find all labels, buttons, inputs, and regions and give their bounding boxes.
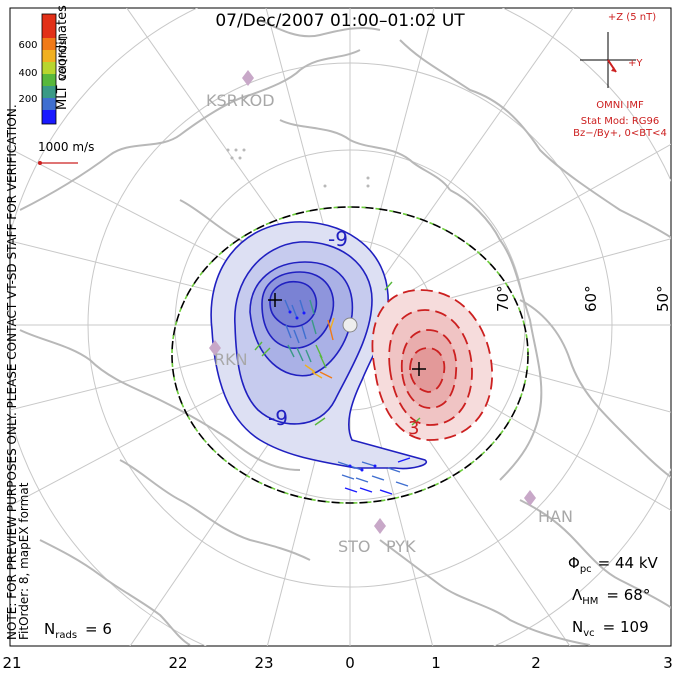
- colorbar-swatch: [42, 74, 56, 86]
- coastlines: [19, 19, 671, 646]
- fit-order-note: FitOrder: 8, mapEX format: [17, 482, 31, 640]
- phi-pc-subscript: pc: [580, 564, 592, 575]
- radar-sites: [209, 70, 536, 534]
- imf-clock: +Z (5 nT) +Y OMNI IMF Stat Mod: RG96 Bz−…: [573, 12, 667, 139]
- nvc-symbol: N: [572, 618, 583, 636]
- mlt-label-0: 0: [345, 654, 355, 672]
- station-sto: STO: [338, 537, 371, 556]
- mlt-label-2: 2: [531, 654, 541, 672]
- colorbar-swatch: [42, 14, 56, 38]
- svg-text:ΛHM= 68°: ΛHM = 68°: [572, 586, 650, 607]
- station-ksr: KSR: [206, 91, 238, 110]
- reference-vector: 1000 m/s: [38, 140, 94, 165]
- lambda-hm-subscript: HM: [582, 596, 598, 607]
- colorbar-tick-400: 400: [18, 68, 37, 79]
- colorbar-swatch: [42, 62, 56, 74]
- nrads-value: = 6: [85, 620, 112, 638]
- reference-vector-label: 1000 m/s: [38, 140, 94, 154]
- station-han: HAN: [538, 507, 573, 526]
- nvc-value: = 109: [603, 618, 649, 636]
- coords-label: MLT coordinates: [55, 5, 70, 110]
- imf-z-label: +Z (5 nT): [608, 12, 656, 23]
- svg-text:Nvc= 109: Nvc = 109: [572, 618, 649, 639]
- plot-title: 07/Dec/2007 01:00–01:02 UT: [215, 11, 465, 31]
- station-pyk: PYK: [386, 537, 416, 556]
- imf-condition: Bz−/By+, 0<BT<4: [573, 128, 667, 139]
- map-statistics: Φpc = 44 kV ΛHM = 68° Nvc = 109 Nrads = 6: [44, 554, 659, 641]
- velocity-colorbar: 200 400 600 Vel [m/s]: [18, 13, 69, 125]
- mlt-label-3: 3: [663, 654, 673, 672]
- lambda-hm-symbol: Λ: [572, 586, 583, 604]
- velocity-vectors: [254, 281, 421, 495]
- contour-label-negative-2: -9: [268, 406, 288, 430]
- positive-convection-cell: [371, 289, 493, 441]
- colorbar-swatch: [42, 110, 56, 124]
- mlt-label-23: 23: [254, 654, 273, 672]
- colorbar-tick-600: 600: [18, 40, 37, 51]
- colorbar-swatch: [42, 86, 56, 98]
- mlt-label-21: 21: [2, 654, 21, 672]
- mlt-label-22: 22: [168, 654, 187, 672]
- colorbar-swatch: [42, 38, 56, 50]
- lat-label-60: 60°: [582, 285, 600, 312]
- station-kod: KOD: [240, 91, 275, 110]
- contour-label-negative: -9: [328, 227, 348, 251]
- contour-label-positive: 3: [408, 418, 419, 439]
- colorbar-label: Vel [m/s]: [58, 36, 69, 80]
- pole-marker: [342, 317, 358, 333]
- hm-boundary-vectors: [171, 206, 529, 504]
- imf-source: OMNI IMF: [596, 100, 644, 111]
- mlt-label-1: 1: [431, 654, 441, 672]
- colorbar-tick-200: 200: [18, 94, 37, 105]
- station-rkn: RKN: [214, 350, 248, 369]
- phi-pc-value: = 44 kV: [598, 554, 659, 572]
- station-dots: [226, 148, 370, 188]
- lambda-hm-value: = 68°: [606, 586, 650, 604]
- lat-label-50: 50°: [654, 285, 672, 312]
- preview-note: NOTE: FOR PREVIEW PURPOSES ONLY. PLEASE …: [5, 104, 19, 640]
- nrads-symbol: N: [44, 620, 55, 638]
- phi-pc-symbol: Φ: [568, 554, 580, 572]
- mlt-axis: 21 22 23 0 1 2 3: [2, 654, 672, 672]
- colorbar-swatch: [42, 50, 56, 62]
- svg-text:Φpc= 44 kV: Φpc = 44 kV: [568, 554, 659, 575]
- colorbar-swatch: [42, 98, 56, 110]
- nvc-subscript: vc: [583, 628, 594, 639]
- lat-label-70: 70°: [494, 285, 512, 312]
- imf-y-label: +Y: [628, 58, 643, 69]
- nrads-subscript: rads: [55, 630, 77, 641]
- imf-model: Stat Mod: RG96: [581, 116, 660, 127]
- svg-text:Nrads= 6: Nrads = 6: [44, 620, 112, 641]
